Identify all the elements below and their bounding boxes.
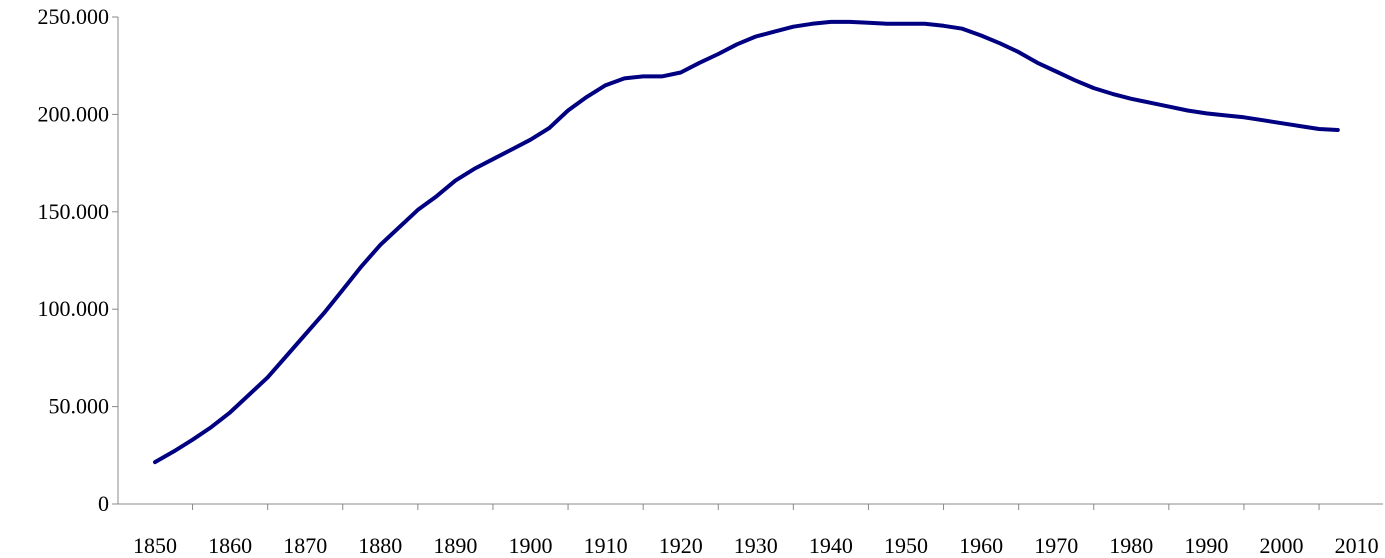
x-tick-label: 1920 [659, 533, 703, 558]
x-tick-label: 1960 [959, 533, 1003, 558]
x-axis: 1850 1860 1870 1880 1890 1900 1910 1920 1930 1940… [118, 503, 1383, 558]
x-tick-label: 1870 [283, 533, 327, 558]
x-tick-label: 1850 [133, 533, 177, 558]
x-tick-label: 1890 [433, 533, 477, 558]
x-tick-label: 1880 [358, 533, 402, 558]
x-tick-label: 2010 [1335, 533, 1379, 558]
x-tick-label: 1970 [1034, 533, 1078, 558]
x-tick-label: 1860 [208, 533, 252, 558]
x-tick-label: 1990 [1184, 533, 1228, 558]
x-tick-label: 1900 [509, 533, 553, 558]
x-tick-label: 1930 [734, 533, 778, 558]
x-tick-label: 1980 [1109, 533, 1153, 558]
y-tick-label: 200.000 [38, 101, 110, 126]
y-axis: 250.000 200.000 150.000 100.000 50.000 0 [38, 4, 119, 516]
series-group [153, 19, 1340, 465]
x-tick-label: 1940 [809, 533, 853, 558]
y-tick-label: 250.000 [38, 4, 110, 29]
series-line-0 [153, 19, 1340, 465]
x-tick-label: 1950 [884, 533, 928, 558]
y-tick-label: 50.000 [49, 394, 110, 419]
x-tick-label: 1910 [584, 533, 628, 558]
y-tick-label: 100.000 [38, 296, 110, 321]
x-tick-label: 2000 [1260, 533, 1304, 558]
y-tick-label: 150.000 [38, 199, 110, 224]
y-tick-label: 0 [98, 491, 109, 516]
